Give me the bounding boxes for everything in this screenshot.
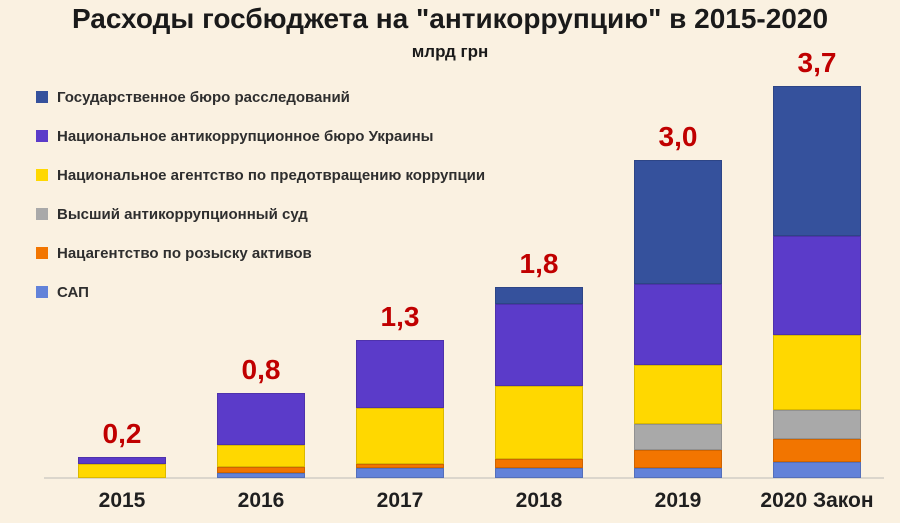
x-label-2020-закон: 2020 Закон — [760, 489, 874, 512]
bar-segment-sap-2018 — [495, 468, 583, 478]
bar-segment-arma-2017 — [356, 464, 444, 469]
legend-swatch-icon — [36, 169, 48, 181]
total-label-2017: 1,3 — [380, 301, 420, 333]
legend-swatch-icon — [36, 91, 48, 103]
bar-segment-sap-2020-закон — [773, 462, 861, 478]
bar-segment-arma-2019 — [634, 450, 722, 469]
total-label-2016: 0,8 — [241, 354, 281, 386]
bar-segment-arma-2018 — [495, 458, 583, 469]
bar-segment-vaks-2020-закон — [773, 410, 861, 439]
bar-segment-napc-2018 — [495, 385, 583, 459]
x-label-2018: 2018 — [515, 489, 563, 512]
bar-segment-sap-2016 — [217, 472, 305, 478]
legend-item-vaks: Высший антикоррупционный суд — [36, 203, 485, 225]
bar-2018 — [495, 287, 583, 478]
bar-2015 — [78, 456, 166, 478]
bar-segment-gbr-2020-закон — [773, 85, 861, 237]
bar-segment-napc-2016 — [217, 445, 305, 468]
bar-segment-gbr-2019 — [634, 160, 722, 285]
bar-segment-nabu-2015 — [78, 456, 166, 465]
bar-segment-napc-2015 — [78, 464, 166, 478]
legend-item-label: Нацагентство по розыску активов — [57, 244, 312, 262]
legend-item-label: Государственное бюро расследований — [57, 88, 350, 106]
legend-swatch-icon — [36, 286, 48, 298]
legend-swatch-icon — [36, 247, 48, 259]
x-label-2019: 2019 — [654, 489, 702, 512]
legend-swatch-icon — [36, 208, 48, 220]
legend-item-label: Высший антикоррупционный суд — [57, 205, 308, 223]
legend-item-label: САП — [57, 283, 89, 301]
bar-segment-arma-2016 — [217, 467, 305, 473]
x-label-2015: 2015 — [98, 489, 146, 512]
chart-title: Расходы госбюджета на "антикоррупцию" в … — [71, 3, 829, 34]
total-label-2015: 0,2 — [102, 417, 142, 449]
legend-item-nabu: Национальное антикоррупционное бюро Укра… — [36, 125, 485, 147]
total-label-2018: 1,8 — [519, 248, 559, 280]
x-label-2017: 2017 — [376, 489, 424, 512]
bar-segment-arma-2020-закон — [773, 438, 861, 463]
bar-segment-napc-2019 — [634, 364, 722, 424]
chart-subtitle: млрд грн — [411, 42, 489, 61]
total-label-2019: 3,0 — [658, 121, 698, 152]
bar-segment-nabu-2019 — [634, 284, 722, 365]
legend: Государственное бюро расследований Национ… — [36, 86, 485, 320]
bar-2019 — [634, 160, 722, 478]
bar-segment-nabu-2016 — [217, 393, 305, 446]
bar-2017 — [356, 340, 444, 478]
legend-swatch-icon — [36, 130, 48, 142]
bar-2020-закон — [773, 85, 861, 478]
bar-segment-sap-2019 — [634, 468, 722, 478]
bar-segment-sap-2017 — [356, 468, 444, 478]
legend-item-napc: Национальное агентство по предотвращению… — [36, 164, 485, 186]
bar-segment-nabu-2018 — [495, 304, 583, 386]
x-axis-line — [44, 477, 884, 479]
x-label-2016: 2016 — [237, 489, 285, 512]
bar-segment-gbr-2018 — [495, 287, 583, 305]
bar-segment-napc-2017 — [356, 408, 444, 465]
legend-item-label: Национальное антикоррупционное бюро Укра… — [57, 127, 434, 145]
bar-segment-nabu-2017 — [356, 340, 444, 409]
total-label-2020-закон: 3,7 — [797, 46, 837, 78]
bar-segment-napc-2020-закон — [773, 334, 861, 411]
legend-item-label: Национальное агентство по предотвращению… — [57, 166, 486, 184]
bar-segment-vaks-2019 — [634, 423, 722, 451]
bar-2016 — [217, 393, 305, 478]
legend-item-arma: Нацагентство по розыску активов — [36, 242, 485, 264]
legend-item-gbr: Государственное бюро расследований — [36, 86, 485, 108]
legend-item-sap: САП — [36, 281, 485, 303]
bar-segment-nabu-2020-закон — [773, 236, 861, 335]
